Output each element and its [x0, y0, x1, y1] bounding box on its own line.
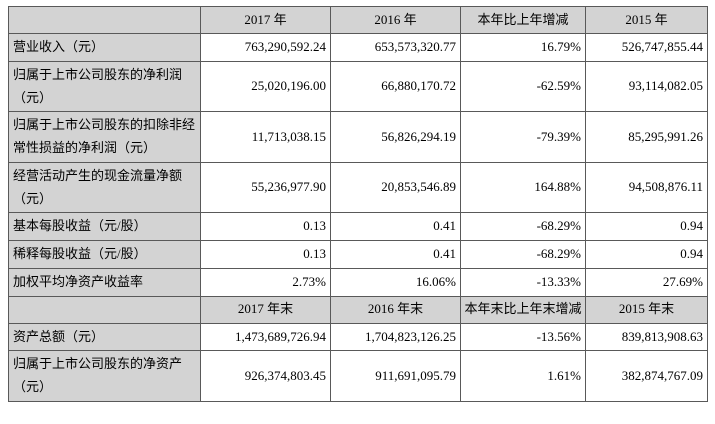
value-cell: 926,374,803.45 — [200, 350, 331, 402]
value-cell: 1,704,823,126.25 — [330, 322, 461, 352]
value-cell: 526,747,855.44 — [585, 33, 708, 62]
value-cell: 382,874,767.09 — [585, 350, 708, 402]
financial-table-body: 2017 年 2016 年本年比上年增减 2015 年营业收入（元） 763,290,… — [8, 6, 708, 402]
row-label: 经营活动产生的现金流量净额（元） — [8, 161, 201, 214]
row-label: 资产总额（元） — [8, 322, 201, 352]
value-cell: 16.06% — [330, 267, 461, 297]
column-header: 2017 年 — [200, 6, 331, 34]
section-header-row: 2017 年末 2016 年末 本年末比上年末增减 2015 年末 — [8, 295, 708, 324]
value-cell: -68.29% — [460, 212, 586, 241]
table-row: 加权平均净资产收益率 2.73% 16.06% -13.33% 27.69% — [8, 267, 708, 297]
table-row: 资产总额（元） 1,473,689,726.94 1,704,823,126.25-… — [8, 322, 708, 352]
value-cell: 653,573,320.77 — [330, 33, 461, 62]
row-label: 基本每股收益（元/股） — [8, 212, 201, 241]
row-label: 归属于上市公司股东的扣除非经常性损益的净利润（元） — [8, 111, 201, 163]
row-label: 归属于上市公司股东的净资产（元） — [8, 350, 201, 402]
value-cell: -79.39% — [460, 111, 586, 163]
value-cell: -68.29% — [460, 240, 586, 269]
value-cell: -62.59% — [460, 60, 586, 113]
value-cell: 0.41 — [330, 240, 461, 269]
value-cell: 66,880,170.72 — [330, 60, 461, 113]
value-cell: 56,826,294.19 — [330, 111, 461, 163]
value-cell: 911,691,095.79 — [330, 350, 461, 402]
value-cell: 164.88% — [460, 161, 586, 214]
corner-cell — [8, 6, 201, 34]
table-row: 经营活动产生的现金流量净额（元） 55,236,977.90 20,853,546.… — [8, 161, 708, 214]
value-cell: 839,813,908.63 — [585, 322, 708, 352]
value-cell: 0.94 — [585, 212, 708, 241]
value-cell: 0.41 — [330, 212, 461, 241]
value-cell: 16.79% — [460, 33, 586, 62]
value-cell: -13.56% — [460, 322, 586, 352]
value-cell: 2.73% — [200, 267, 331, 297]
row-label: 加权平均净资产收益率 — [8, 267, 201, 297]
value-cell: 1.61% — [460, 350, 586, 402]
value-cell: 0.94 — [585, 240, 708, 269]
value-cell: 1,473,689,726.94 — [200, 322, 331, 352]
financial-table: 2017 年 2016 年本年比上年增减 2015 年营业收入（元） 763,290,… — [8, 6, 708, 402]
value-cell: 0.13 — [200, 240, 331, 269]
row-label: 归属于上市公司股东的净利润（元） — [8, 60, 201, 113]
table-row: 归属于上市公司股东的净资产（元） 926,374,803.45 911,691,09… — [8, 350, 708, 402]
table-row: 归属于上市公司股东的净利润（元） 25,020,196.00 66,880,170.… — [8, 60, 708, 113]
table-row: 营业收入（元） 763,290,592.24 653,573,320.77 16.79… — [8, 33, 708, 62]
table-row: 基本每股收益（元/股） 0.13 0.41 -68.29% 0.94 — [8, 212, 708, 241]
value-cell: 763,290,592.24 — [200, 33, 331, 62]
table-row: 归属于上市公司股东的扣除非经常性损益的净利润（元） 11,713,038.15 56… — [8, 111, 708, 163]
corner-cell — [8, 295, 201, 324]
value-cell: 55,236,977.90 — [200, 161, 331, 214]
value-cell: -13.33% — [460, 267, 586, 297]
row-label: 营业收入（元） — [8, 33, 201, 62]
value-cell: 27.69% — [585, 267, 708, 297]
column-header: 2015 年末 — [585, 295, 708, 324]
value-cell: 25,020,196.00 — [200, 60, 331, 113]
section-header-row: 2017 年 2016 年本年比上年增减 2015 年 — [8, 6, 708, 34]
column-header: 本年末比上年末增减 — [460, 295, 586, 324]
value-cell: 85,295,991.26 — [585, 111, 708, 163]
column-header: 2015 年 — [585, 6, 708, 34]
table-row: 稀释每股收益（元/股） 0.13 0.41 -68.29% 0.94 — [8, 240, 708, 269]
value-cell: 93,114,082.05 — [585, 60, 708, 113]
value-cell: 0.13 — [200, 212, 331, 241]
column-header: 2016 年末 — [330, 295, 461, 324]
column-header: 2017 年末 — [200, 295, 331, 324]
value-cell: 20,853,546.89 — [330, 161, 461, 214]
row-label: 稀释每股收益（元/股） — [8, 240, 201, 269]
column-header: 本年比上年增减 — [460, 6, 586, 34]
column-header: 2016 年 — [330, 6, 461, 34]
document-page: 2017 年 2016 年本年比上年增减 2015 年营业收入（元） 763,290,… — [8, 6, 708, 402]
value-cell: 94,508,876.11 — [585, 161, 708, 214]
value-cell: 11,713,038.15 — [200, 111, 331, 163]
